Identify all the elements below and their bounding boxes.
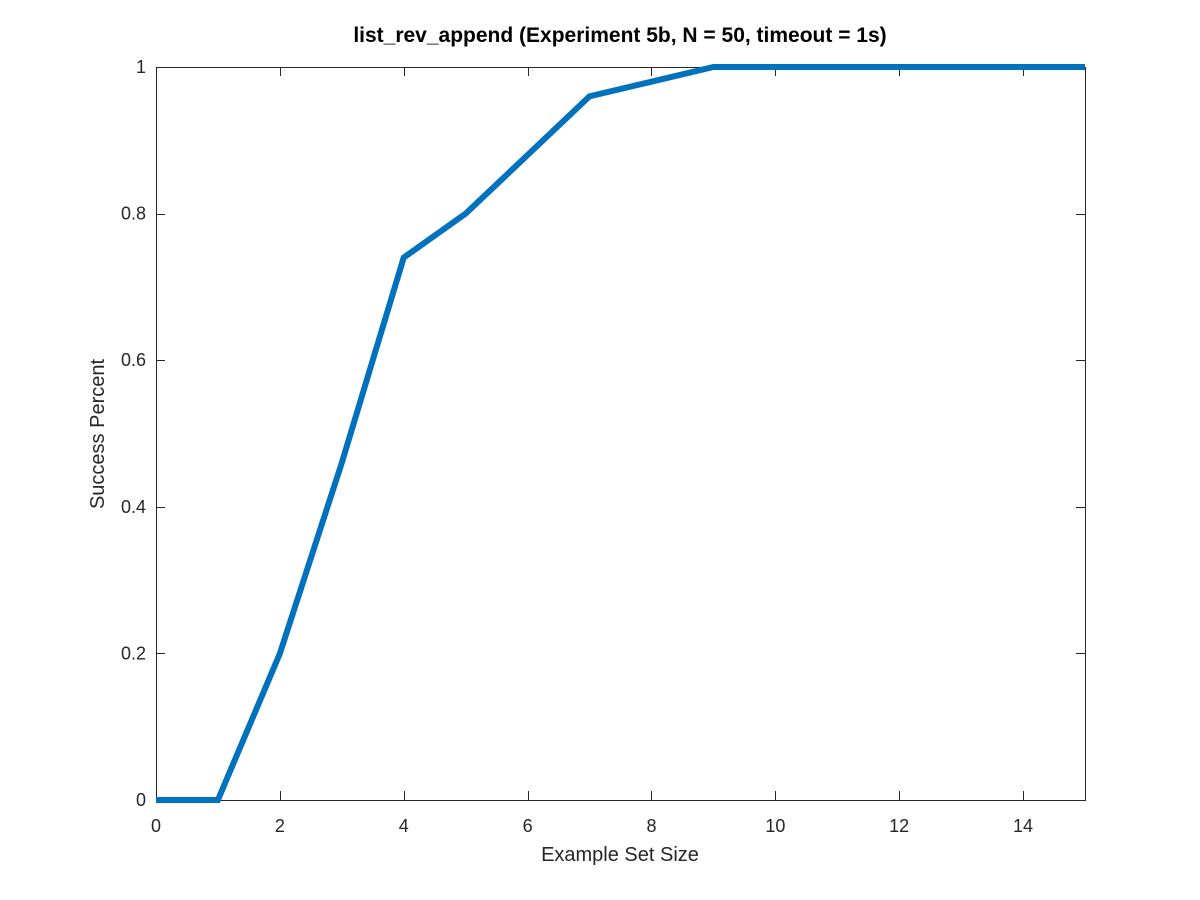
y-tick-label: 0.4 (121, 497, 146, 517)
y-tick-label: 1 (136, 57, 146, 77)
x-tick-label: 2 (275, 816, 285, 836)
chart-title: list_rev_append (Experiment 5b, N = 50, … (353, 24, 886, 47)
x-tick-label: 12 (889, 816, 909, 836)
y-tick-label: 0.6 (121, 350, 146, 370)
x-axis-tick-labels: 0 2 4 6 8 10 12 14 (151, 816, 1033, 836)
plot-frame (156, 67, 1086, 801)
series-group (156, 64, 1085, 803)
x-axis-label: Example Set Size (541, 844, 699, 866)
x-tick-label: 10 (765, 816, 785, 836)
y-axis-tick-labels: 0 0.2 0.4 0.6 0.8 1 (121, 57, 146, 810)
axis-ticks (156, 67, 1085, 801)
y-tick-label: 0.8 (121, 204, 146, 224)
x-tick-label: 14 (1013, 816, 1033, 836)
x-tick-label: 0 (151, 816, 161, 836)
x-tick-label: 6 (523, 816, 533, 836)
x-tick-label: 8 (646, 816, 656, 836)
y-axis-label: Success Percent (87, 359, 109, 510)
x-tick-label: 4 (399, 816, 409, 836)
y-tick-label: 0 (136, 790, 146, 810)
y-tick-label: 0.2 (121, 643, 146, 663)
series-line (156, 64, 1085, 803)
